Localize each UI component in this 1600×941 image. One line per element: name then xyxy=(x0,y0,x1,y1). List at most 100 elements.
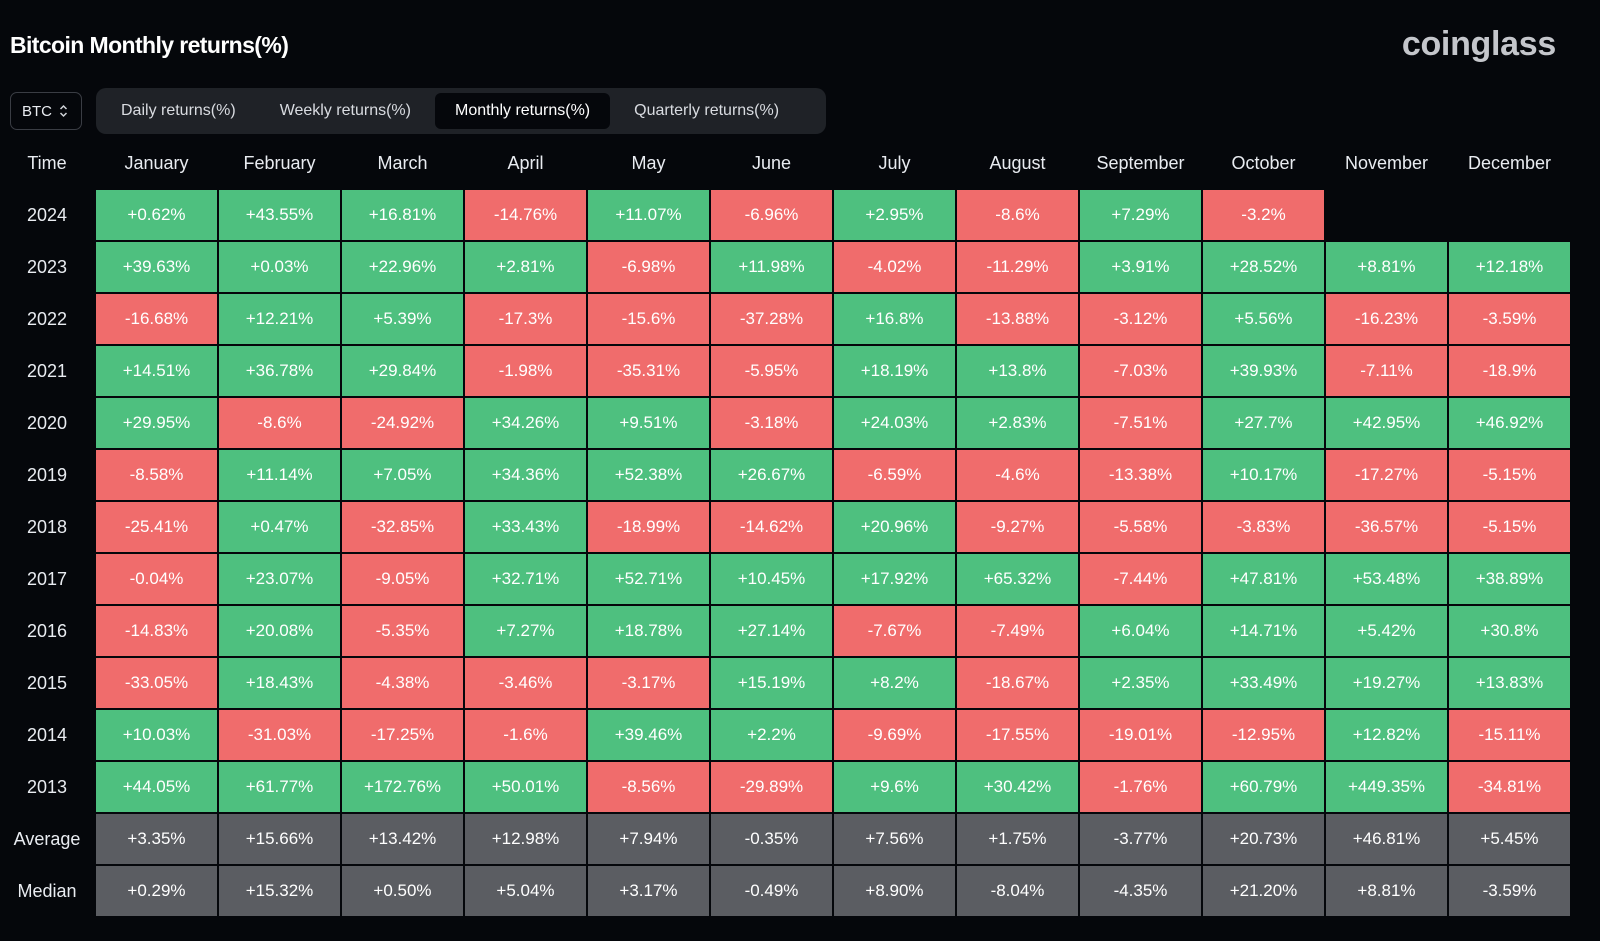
stat-return-cell: +15.66% xyxy=(219,814,340,864)
tab-weekly-returns[interactable]: Weekly returns(%) xyxy=(279,102,411,119)
monthly-return-cell: +172.76% xyxy=(342,762,463,812)
month-column-header: September xyxy=(1096,152,1185,173)
monthly-return-cell: +9.6% xyxy=(834,762,955,812)
monthly-return-cell: +50.01% xyxy=(465,762,586,812)
monthly-return-cell: +27.7% xyxy=(1203,398,1324,448)
monthly-return-cell: +28.52% xyxy=(1203,242,1324,292)
monthly-return-cell: -18.67% xyxy=(957,658,1078,708)
monthly-return-cell: +11.07% xyxy=(588,190,709,240)
monthly-returns-table: Time January February March April May June July… xyxy=(0,138,1570,916)
monthly-return-cell: +32.71% xyxy=(465,554,586,604)
month-column-header: April xyxy=(507,152,544,173)
stat-return-cell: -8.04% xyxy=(957,866,1078,916)
monthly-return-cell: +65.32% xyxy=(957,554,1078,604)
monthly-return-cell: +14.71% xyxy=(1203,606,1324,656)
monthly-return-cell: -14.83% xyxy=(96,606,217,656)
monthly-return-cell: -37.28% xyxy=(711,294,832,344)
monthly-return-cell: +2.2% xyxy=(711,710,832,760)
stat-return-cell: -0.35% xyxy=(711,814,832,864)
monthly-return-cell: +12.21% xyxy=(219,294,340,344)
monthly-return-cell: -9.69% xyxy=(834,710,955,760)
monthly-return-cell: -4.6% xyxy=(957,450,1078,500)
stat-return-cell: +8.81% xyxy=(1326,866,1447,916)
monthly-return-cell: +44.05% xyxy=(96,762,217,812)
monthly-return-cell: +10.17% xyxy=(1203,450,1324,500)
monthly-return-cell: +33.49% xyxy=(1203,658,1324,708)
month-column-header: February xyxy=(243,152,316,173)
monthly-return-cell: -15.6% xyxy=(588,294,709,344)
monthly-return-cell: -1.6% xyxy=(465,710,586,760)
sort-arrows-icon xyxy=(59,103,68,119)
monthly-return-cell: +20.96% xyxy=(834,502,955,552)
monthly-return-cell: -33.05% xyxy=(96,658,217,708)
monthly-return-cell: -6.59% xyxy=(834,450,955,500)
monthly-return-cell: -7.51% xyxy=(1080,398,1201,448)
monthly-return-cell: +39.63% xyxy=(96,242,217,292)
monthly-return-cell: -12.95% xyxy=(1203,710,1324,760)
stat-return-cell: +1.75% xyxy=(957,814,1078,864)
stat-return-cell: +7.56% xyxy=(834,814,955,864)
monthly-return-cell: +47.81% xyxy=(1203,554,1324,604)
stat-return-cell: +3.17% xyxy=(588,866,709,916)
monthly-return-cell: -11.29% xyxy=(957,242,1078,292)
monthly-return-cell: +449.35% xyxy=(1326,762,1447,812)
monthly-return-cell: -34.81% xyxy=(1449,762,1570,812)
monthly-return-cell: -7.49% xyxy=(957,606,1078,656)
monthly-return-cell: +7.05% xyxy=(342,450,463,500)
monthly-return-cell: -7.03% xyxy=(1080,346,1201,396)
monthly-return-cell: -5.95% xyxy=(711,346,832,396)
page-title: Bitcoin Monthly returns(%) xyxy=(10,32,289,58)
monthly-return-cell: +61.77% xyxy=(219,762,340,812)
year-row-label: 2013 xyxy=(26,776,68,797)
coin-select-value: BTC xyxy=(22,102,52,120)
monthly-return-cell: -15.11% xyxy=(1449,710,1570,760)
year-row-label: 2015 xyxy=(26,672,68,693)
tab-quarterly-returns[interactable]: Quarterly returns(%) xyxy=(634,102,780,119)
year-row-label: 2014 xyxy=(26,724,68,745)
year-row-label: 2019 xyxy=(26,464,68,485)
monthly-return-cell: +2.95% xyxy=(834,190,955,240)
monthly-return-cell: +20.08% xyxy=(219,606,340,656)
monthly-return-cell: +5.39% xyxy=(342,294,463,344)
month-column-header: August xyxy=(989,152,1046,173)
monthly-return-cell: +10.03% xyxy=(96,710,217,760)
monthly-return-cell: +6.04% xyxy=(1080,606,1201,656)
stat-return-cell: +15.32% xyxy=(219,866,340,916)
monthly-return-cell: -9.27% xyxy=(957,502,1078,552)
monthly-return-cell: +5.56% xyxy=(1203,294,1324,344)
monthly-return-cell: +12.18% xyxy=(1449,242,1570,292)
monthly-return-cell: +43.55% xyxy=(219,190,340,240)
tab-monthly-returns[interactable]: Monthly returns(%) xyxy=(434,93,611,129)
returns-period-tabs: Daily returns(%) Weekly returns(%) Monthly… xyxy=(96,88,826,134)
monthly-return-cell: -6.96% xyxy=(711,190,832,240)
month-column-header: July xyxy=(878,152,911,173)
stat-row-label: Median xyxy=(17,880,77,901)
monthly-return-cell: +24.03% xyxy=(834,398,955,448)
monthly-return-cell: +19.27% xyxy=(1326,658,1447,708)
coin-select[interactable]: BTC xyxy=(10,92,82,130)
year-row-label: 2018 xyxy=(26,516,68,537)
monthly-return-cell: +7.27% xyxy=(465,606,586,656)
month-column-header: January xyxy=(124,152,189,173)
year-row-label: 2017 xyxy=(26,568,68,589)
tab-daily-returns[interactable]: Daily returns(%) xyxy=(121,102,236,119)
monthly-return-cell: +30.42% xyxy=(957,762,1078,812)
monthly-return-cell: -16.23% xyxy=(1326,294,1447,344)
monthly-return-cell: -18.99% xyxy=(588,502,709,552)
stat-return-cell: +3.35% xyxy=(96,814,217,864)
monthly-return-cell: +18.19% xyxy=(834,346,955,396)
year-row-label: 2021 xyxy=(26,360,68,381)
monthly-return-cell: +30.8% xyxy=(1449,606,1570,656)
stat-return-cell: +20.73% xyxy=(1203,814,1324,864)
monthly-return-cell: +0.47% xyxy=(219,502,340,552)
monthly-return-cell: -8.58% xyxy=(96,450,217,500)
monthly-return-cell: -7.67% xyxy=(834,606,955,656)
monthly-return-cell: -13.88% xyxy=(957,294,1078,344)
monthly-return-cell: +12.82% xyxy=(1326,710,1447,760)
stat-return-cell: +0.29% xyxy=(96,866,217,916)
monthly-return-cell: -0.04% xyxy=(96,554,217,604)
monthly-return-cell: -1.98% xyxy=(465,346,586,396)
monthly-return-cell: -36.57% xyxy=(1326,502,1447,552)
monthly-return-cell: -29.89% xyxy=(711,762,832,812)
monthly-return-cell: -8.6% xyxy=(219,398,340,448)
